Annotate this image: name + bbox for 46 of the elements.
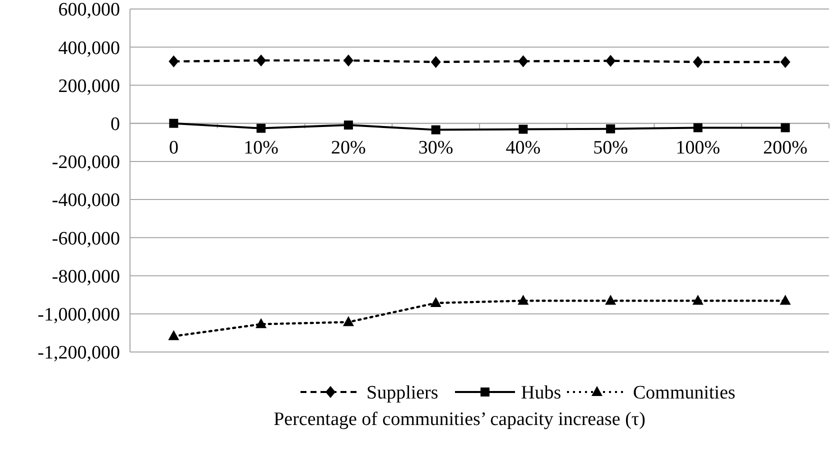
point [780, 123, 790, 132]
y-tick-label: -600,000 [52, 228, 120, 250]
y-tick-label: 200,000 [58, 76, 120, 97]
point [606, 124, 616, 134]
point [431, 125, 440, 134]
point [605, 294, 616, 305]
point [342, 316, 354, 326]
point [168, 330, 180, 340]
point [606, 54, 616, 67]
y-tick-label: -200,000 [52, 152, 120, 174]
point [256, 318, 267, 328]
legend-label: Communities [633, 382, 736, 404]
point [256, 54, 266, 66]
x-tick-label: 10% [244, 137, 279, 158]
y-tick-label: 600,000 [58, 0, 120, 21]
point [693, 123, 702, 132]
point [430, 56, 441, 68]
point [692, 294, 704, 305]
x-tick-label: 200% [763, 137, 808, 158]
point [256, 124, 266, 133]
legend-label: Hubs [521, 382, 562, 404]
x-tick-label: 100% [676, 137, 720, 158]
point [168, 55, 179, 68]
point [518, 124, 528, 134]
x-tick-label: 50% [593, 137, 628, 158]
point [169, 118, 178, 128]
x-tick-label: 0 [168, 137, 178, 158]
y-tick-label: -1,000,000 [38, 304, 120, 326]
point [692, 56, 703, 68]
point [430, 297, 442, 308]
point [518, 294, 529, 305]
point [343, 54, 354, 66]
y-tick-label: 0 [110, 114, 120, 135]
y-tick-label: -400,000 [52, 190, 120, 212]
point [780, 294, 791, 305]
x-tick-label: 30% [418, 137, 454, 158]
x-tick-label: 40% [506, 137, 541, 158]
legend-label: Suppliers [366, 382, 438, 404]
point [780, 56, 790, 68]
y-tick-label: 400,000 [58, 38, 120, 59]
x-axis-title: Percentage of communities’ capacity increase (τ) [274, 409, 646, 430]
point [518, 55, 528, 68]
x-tick-label: 20% [331, 137, 366, 158]
y-tick-label: -800,000 [52, 266, 120, 288]
y-tick-label: -1,200,000 [38, 342, 120, 364]
point [344, 120, 353, 130]
